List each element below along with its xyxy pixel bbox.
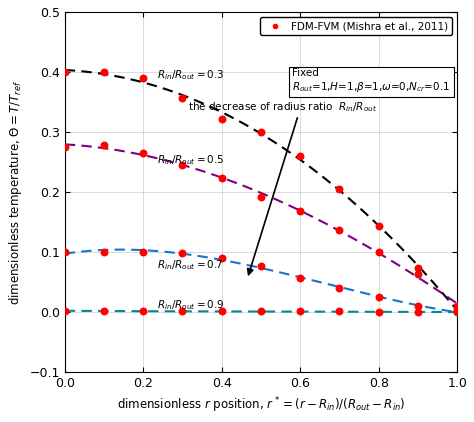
Point xyxy=(61,308,69,314)
Point xyxy=(296,274,304,281)
Text: $R_{in}/R_{out}=0.7$: $R_{in}/R_{out}=0.7$ xyxy=(157,258,224,271)
Y-axis label: dimensionless temperature, $\Theta=T/T_{ref}$: dimensionless temperature, $\Theta=T/T_{… xyxy=(7,79,24,305)
Point xyxy=(179,162,186,168)
Text: Fixed
$R_{out}$=1,$H$=1,$\beta$=1,$\omega$=0,$N_{cr}$=0.1: Fixed $R_{out}$=1,$H$=1,$\beta$=1,$\omeg… xyxy=(292,68,450,94)
Point xyxy=(218,254,226,261)
Point xyxy=(414,308,422,315)
Point xyxy=(139,308,147,315)
Point xyxy=(296,308,304,315)
Point xyxy=(100,249,108,255)
Point xyxy=(414,265,422,272)
Point xyxy=(257,193,264,200)
Point xyxy=(453,308,461,315)
Point xyxy=(414,303,422,309)
Point xyxy=(218,175,226,181)
Point xyxy=(61,143,69,150)
Point xyxy=(453,306,461,312)
Point xyxy=(453,308,461,315)
Point xyxy=(336,308,343,315)
Point xyxy=(100,308,108,314)
Point xyxy=(336,186,343,192)
Point xyxy=(414,271,422,278)
Point xyxy=(296,153,304,160)
Point xyxy=(139,150,147,157)
Text: $R_{in}/R_{out}=0.5$: $R_{in}/R_{out}=0.5$ xyxy=(157,153,224,167)
Text: the decrease of radius ratio  $R_{in}/R_{out}$: the decrease of radius ratio $R_{in}/R_{… xyxy=(188,100,378,114)
Text: $R_{in}/R_{out}=0.9$: $R_{in}/R_{out}=0.9$ xyxy=(157,298,225,312)
Point xyxy=(218,115,226,122)
Point xyxy=(336,227,343,233)
Point xyxy=(453,303,461,309)
X-axis label: dimensionless $r$ position, $r^*=(r-R_{in})/(R_{out}-R_{in})$: dimensionless $r$ position, $r^*=(r-R_{i… xyxy=(117,395,405,415)
Point xyxy=(139,249,147,255)
Point xyxy=(375,294,383,300)
Point xyxy=(61,249,69,255)
Point xyxy=(375,249,383,255)
Point xyxy=(179,308,186,315)
Point xyxy=(179,95,186,101)
Point xyxy=(257,263,264,270)
Legend: FDM-FVM (Mishra et al., 2011): FDM-FVM (Mishra et al., 2011) xyxy=(260,17,452,35)
Point xyxy=(100,142,108,149)
Point xyxy=(218,308,226,315)
Point xyxy=(139,75,147,81)
Point xyxy=(375,308,383,315)
Point xyxy=(61,69,69,76)
Point xyxy=(375,223,383,230)
Point xyxy=(257,308,264,315)
Point xyxy=(179,250,186,257)
Text: $R_{in}/R_{out}=0.3$: $R_{in}/R_{out}=0.3$ xyxy=(157,68,224,82)
Point xyxy=(257,129,264,135)
Point xyxy=(100,69,108,76)
Point xyxy=(296,208,304,214)
Point xyxy=(336,285,343,292)
